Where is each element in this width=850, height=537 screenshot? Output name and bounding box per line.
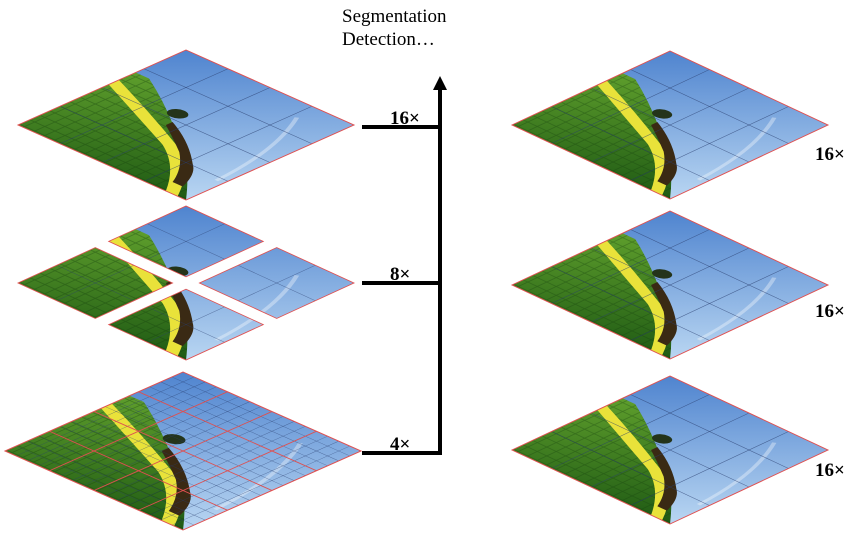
arrow-head: [433, 76, 447, 90]
grid-line: [590, 412, 750, 488]
left-border-16x: [16, 49, 356, 201]
grid-line: [630, 431, 789, 506]
grid-line: [551, 431, 710, 506]
grid-line: [56, 265, 135, 301]
left-window-border: [198, 247, 356, 319]
left-window-border: [107, 205, 265, 278]
left-scale-label-4x: 4×: [390, 434, 410, 455]
right-layer-16x-a: [510, 50, 830, 200]
right-scale-label-a: 16×: [815, 144, 845, 165]
window-line: [93, 411, 273, 491]
grid-line: [590, 87, 750, 163]
left-scale-label-16x: 16×: [390, 108, 420, 129]
left-border-4x: [3, 371, 363, 531]
grid-line: [59, 106, 229, 182]
grid-line: [237, 265, 316, 301]
right-border-16x-c: [510, 375, 830, 525]
right-scale-label-c: 16×: [815, 460, 845, 481]
grid-line: [551, 266, 710, 341]
grid-line: [143, 106, 313, 182]
left-window-8x-1: [198, 247, 356, 319]
window-line: [48, 431, 229, 511]
grid-line: [590, 247, 750, 323]
window-line: [137, 431, 318, 511]
left-layer-4x: [3, 371, 363, 531]
grid-line: [551, 106, 710, 181]
task-label-segmentation: Segmentation: [342, 6, 447, 27]
grid-line: [630, 106, 789, 181]
grid-line: [101, 87, 271, 163]
layers-group: [3, 49, 830, 531]
left-window-8x-2: [16, 247, 174, 319]
grid-line: [630, 266, 789, 341]
left-scale-label-8x: 8×: [390, 264, 410, 285]
grid-line: [147, 306, 225, 343]
left-layer-16x: [16, 49, 356, 201]
task-label-detection: Detection…: [342, 29, 435, 50]
right-border-16x-b: [510, 210, 830, 360]
right-border-16x-a: [510, 50, 830, 200]
left-window-border: [107, 288, 265, 361]
right-layer-16x-c: [510, 375, 830, 525]
right-scale-label-b: 16×: [815, 301, 845, 322]
left-window-border: [16, 247, 174, 319]
grid-line: [147, 223, 225, 260]
right-layer-16x-b: [510, 210, 830, 360]
left-layer-8x: [16, 205, 356, 361]
left-window-8x-0: [107, 205, 265, 278]
left-window-8x-3: [107, 288, 265, 361]
aggregation-arrow: [362, 76, 447, 455]
